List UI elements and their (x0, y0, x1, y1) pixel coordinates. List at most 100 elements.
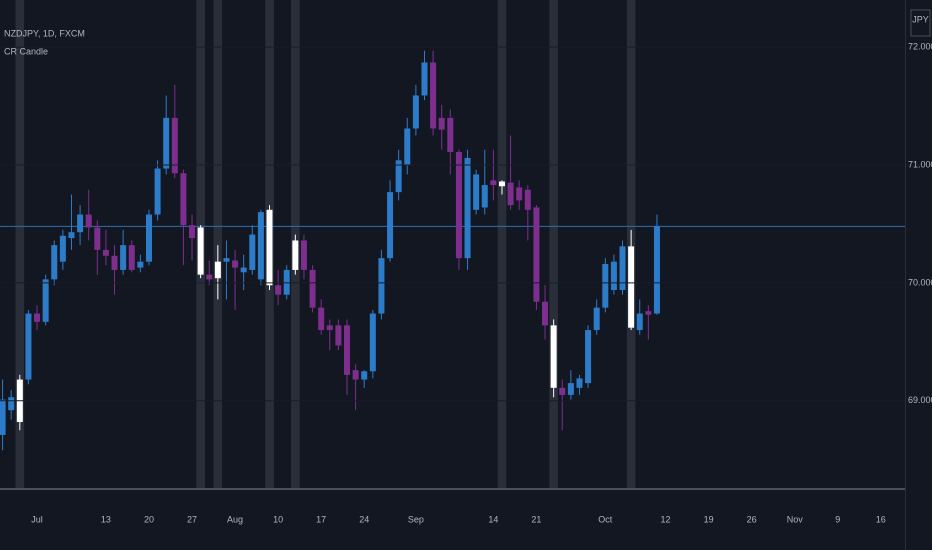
highlight-stripe (497, 0, 507, 488)
x-tick-label: Jul (31, 514, 43, 524)
candle-body (507, 182, 514, 206)
candle-body (645, 311, 652, 315)
candle-body (240, 267, 247, 273)
candle-body (25, 313, 32, 380)
candle-body (395, 160, 402, 193)
candle-body (171, 117, 178, 174)
candle-body (610, 261, 617, 290)
x-tick-label: 24 (359, 514, 369, 524)
candle-body (498, 181, 505, 187)
candle-body (636, 313, 643, 331)
candle-body (455, 152, 462, 259)
x-tick-label: 16 (876, 514, 886, 524)
candle-body (249, 234, 256, 270)
candle-body (481, 185, 488, 208)
candle-body (421, 62, 428, 96)
currency-label: JPY (912, 14, 929, 24)
candle-body (68, 232, 75, 239)
x-tick-label: 17 (316, 514, 326, 524)
candle-body (102, 249, 109, 256)
highlight-stripe (213, 0, 223, 488)
candle-body (275, 285, 282, 295)
candle-body (524, 189, 531, 210)
candle-body (283, 269, 290, 295)
candle-body (430, 62, 437, 129)
candle-body (42, 279, 49, 322)
candle-body (137, 261, 144, 268)
x-tick-label: Aug (227, 514, 243, 524)
candle-body (404, 128, 411, 166)
candle-body (189, 225, 196, 239)
candle-body (593, 307, 600, 331)
highlight-stripe (549, 0, 558, 488)
candle-body (378, 258, 385, 314)
x-tick-label: 10 (273, 514, 283, 524)
candle-body (438, 117, 445, 130)
candle-body (576, 378, 583, 388)
candle-body (214, 261, 221, 279)
x-tick-label: 20 (144, 514, 154, 524)
candle-body (154, 168, 161, 215)
candle-body (602, 264, 609, 308)
candle-body (94, 227, 101, 250)
highlight-stripe (15, 0, 25, 488)
x-tick-label: 13 (101, 514, 111, 524)
candle-body (120, 245, 127, 270)
candle-body (335, 325, 342, 346)
candle-body (34, 313, 41, 322)
candle-body (559, 387, 566, 395)
candle-body (567, 383, 574, 395)
candle-body (223, 258, 230, 262)
x-tick-label: 27 (187, 514, 197, 524)
x-tick-label: Sep (408, 514, 424, 524)
candle-body (490, 180, 497, 186)
candle-body (533, 207, 540, 302)
candle-body (51, 245, 58, 280)
candle-body (318, 307, 325, 331)
x-tick-label: Oct (598, 514, 613, 524)
y-tick-label: 70.000 (908, 277, 932, 287)
x-tick-label: 9 (835, 514, 840, 524)
candle-body (361, 371, 368, 380)
currency-box (910, 9, 931, 37)
candle-body (653, 226, 660, 314)
candle-body (59, 235, 66, 262)
candle-body (542, 301, 549, 326)
candle-body (412, 95, 419, 129)
candle-body (585, 330, 592, 384)
x-tick-label: 26 (747, 514, 757, 524)
candle-body (300, 240, 307, 270)
candle-body (145, 214, 152, 262)
candle-body (257, 212, 264, 280)
y-tick-label: 72.000 (908, 42, 932, 52)
chart-title: NZDJPY, 1D, FXCM (4, 28, 85, 38)
candle-body (180, 173, 187, 226)
indicator-name: CR Candle (4, 46, 48, 56)
candle-body (163, 117, 170, 169)
candle-body (628, 246, 635, 328)
candle-body (232, 260, 239, 268)
candle-body (0, 399, 6, 435)
candle-body (309, 269, 316, 308)
candle-body (197, 227, 204, 275)
candle-body (344, 325, 350, 375)
candle-body (619, 246, 626, 290)
candle-layer (0, 50, 660, 451)
x-tick-label: 21 (531, 514, 541, 524)
candle-body (206, 274, 213, 280)
candle-body (550, 325, 557, 388)
candle-body (352, 370, 359, 380)
candle-body (111, 255, 118, 270)
candle-body (447, 117, 454, 153)
candle-body (266, 209, 273, 286)
y-tick-label: 69.000 (908, 395, 932, 405)
candle-body (292, 240, 299, 270)
x-tick-label: 14 (488, 514, 498, 524)
candle-body (369, 313, 376, 372)
candle-body (85, 214, 92, 228)
y-tick-label: 71.000 (908, 159, 932, 169)
candle-body (128, 245, 135, 270)
